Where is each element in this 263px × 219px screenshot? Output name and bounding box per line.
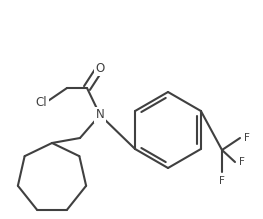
Text: F: F bbox=[239, 157, 245, 167]
Text: F: F bbox=[244, 133, 250, 143]
Text: F: F bbox=[219, 176, 225, 186]
Text: N: N bbox=[96, 108, 104, 122]
Text: O: O bbox=[95, 62, 105, 74]
Text: Cl: Cl bbox=[35, 97, 47, 110]
